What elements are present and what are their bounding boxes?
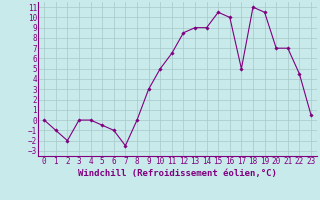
X-axis label: Windchill (Refroidissement éolien,°C): Windchill (Refroidissement éolien,°C)	[78, 169, 277, 178]
